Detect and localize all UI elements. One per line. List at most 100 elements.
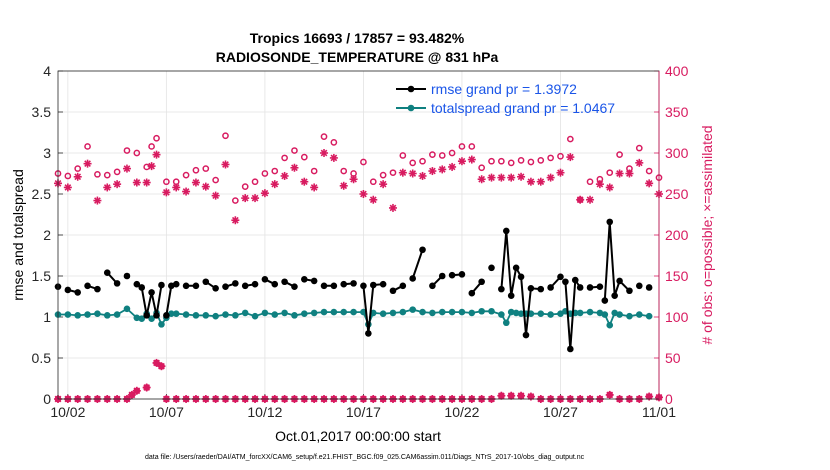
spread-point <box>468 309 476 317</box>
rmse-point <box>291 283 298 290</box>
y-right-tick-label: 300 <box>665 145 689 161</box>
obs-star-stroke <box>271 180 279 188</box>
obs-assimilated-point <box>162 188 171 197</box>
spread-point <box>84 311 91 318</box>
obs-star-stroke <box>330 154 338 162</box>
obs-possible-point <box>103 171 111 179</box>
obs-assimilated-point <box>280 171 289 180</box>
spread-point <box>635 311 643 318</box>
rmse-point <box>103 269 111 277</box>
x-tick-label: 10/07 <box>149 404 184 420</box>
obs-assimilated-point <box>398 168 407 177</box>
obs-star-stroke <box>606 184 614 191</box>
obs-possible-low-point <box>158 362 165 370</box>
obs-assimilated-point <box>320 149 329 157</box>
legend: rmse grand pr = 1.3972 totalspread grand… <box>396 81 615 116</box>
obs-assimilated-point <box>517 172 526 181</box>
rmse-point <box>301 275 308 283</box>
spread-point <box>340 308 348 316</box>
rmse-point <box>320 282 328 290</box>
spread-point <box>626 312 633 320</box>
spread-point <box>158 321 165 328</box>
y-left-tick-label: 1.5 <box>32 268 52 284</box>
chart-title-line1: Tropics 16693 / 17857 = 93.482% <box>250 30 465 46</box>
y-left-tick-label: 2 <box>43 227 51 243</box>
obs-star-stroke <box>635 159 643 167</box>
rmse-point <box>586 284 594 291</box>
spread-point <box>241 309 249 317</box>
spread-point <box>310 309 318 317</box>
spread-point <box>271 311 279 318</box>
obs-possible-point <box>340 167 348 175</box>
obs-possible-low-point <box>517 392 525 400</box>
obs-star-stroke <box>143 179 151 186</box>
obs-possible-point <box>310 167 318 175</box>
obs-possible-point <box>527 158 535 166</box>
obs-assimilated-point <box>497 173 506 182</box>
obs-assimilated-point <box>408 169 417 178</box>
spread-point <box>138 315 146 322</box>
spread-point <box>419 308 426 316</box>
obs-assimilated-point <box>290 163 299 172</box>
obs-assimilated-point <box>526 177 535 186</box>
rmse-point <box>365 330 372 337</box>
obs-possible-point <box>360 158 367 166</box>
rmse-point <box>522 331 530 339</box>
y-left-tick-label: 2.5 <box>32 186 52 202</box>
legend-spread-marker <box>407 104 415 112</box>
obs-assimilated-point <box>349 175 358 184</box>
rmse-point <box>310 277 318 285</box>
obs-assimilated-point <box>595 180 604 189</box>
rmse-point <box>123 272 131 280</box>
obs-assimilated-point <box>448 162 457 171</box>
spread-point <box>448 308 456 316</box>
obs-assimilated-point <box>251 194 260 203</box>
obs-star-stroke <box>192 179 200 186</box>
spread-point <box>502 319 510 327</box>
obs-star-stroke <box>596 180 604 188</box>
rmse-point <box>557 273 564 281</box>
spread-point <box>562 307 569 315</box>
obs-assimilated-point <box>379 180 388 189</box>
obs-star-stroke <box>64 184 72 191</box>
obs-star-stroke <box>429 167 436 175</box>
obs-star-stroke <box>261 189 269 197</box>
obs-assimilated-point <box>388 203 397 212</box>
spread-point <box>379 310 387 318</box>
obs-assimilated-point <box>576 195 585 204</box>
spread-point <box>645 312 653 320</box>
y-axis-right-label: # of obs: o=possible; ×=assimilated <box>699 125 715 344</box>
spread-point <box>478 307 485 315</box>
obs-star-stroke <box>251 194 259 202</box>
obs-possible-point <box>586 178 594 186</box>
rmse-point <box>163 312 170 319</box>
rmse-point <box>350 280 357 287</box>
obs-star-stroke <box>547 174 554 181</box>
spread-point <box>507 308 515 316</box>
x-tick-label: 10/22 <box>444 404 479 420</box>
rmse-point <box>182 282 190 290</box>
spread-point <box>192 312 200 319</box>
obs-assimilated-point <box>329 153 338 162</box>
x-axis: 10/02 10/07 10/12 10/17 10/22 10/27 11/01 <box>50 394 676 420</box>
rmse-point <box>202 278 210 286</box>
spread-point <box>281 309 288 317</box>
obs-star-stroke <box>507 174 515 181</box>
obs-assimilated-point <box>586 195 595 204</box>
spread-point <box>399 308 407 316</box>
obs-star-stroke <box>113 180 121 188</box>
rmse-point <box>399 282 407 290</box>
obs-star-stroke <box>517 173 525 181</box>
rmse-point <box>468 289 476 297</box>
rmse-point <box>419 246 426 254</box>
obs-possible-point <box>616 151 623 158</box>
rmse-point <box>512 264 520 272</box>
obs-possible-point <box>64 172 72 180</box>
rmse-point <box>241 282 249 290</box>
obs-assimilated-point <box>428 167 437 176</box>
rmse-point <box>74 289 82 296</box>
obs-possible-point <box>291 147 298 154</box>
spread-point <box>547 311 554 318</box>
obs-star-stroke <box>488 174 495 181</box>
obs-star-stroke <box>566 153 574 161</box>
